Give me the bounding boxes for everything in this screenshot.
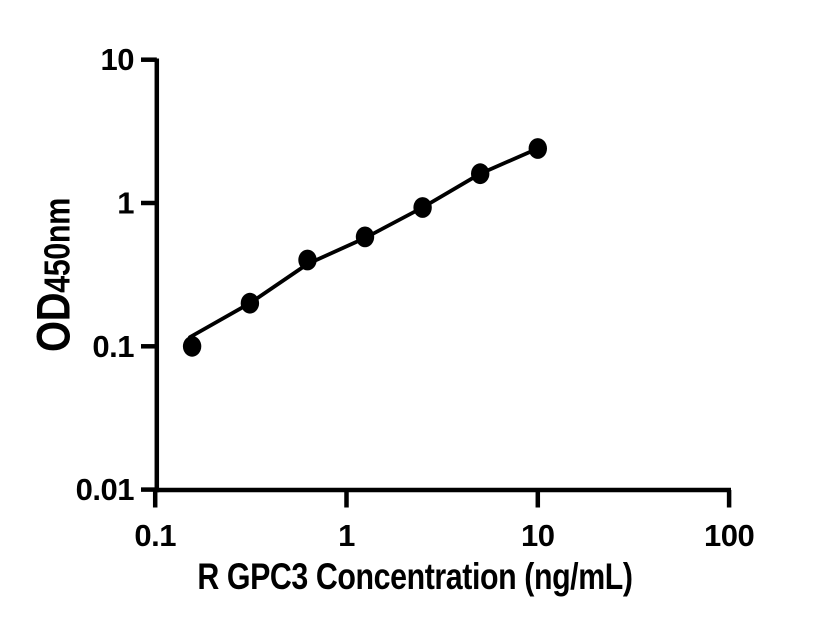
y-tick-label: 10 [101, 42, 134, 77]
x-tick-label: 1 [338, 518, 355, 553]
data-point [528, 138, 547, 159]
y-tick-label: 1 [117, 186, 134, 221]
x-tick-label: 0.1 [134, 518, 176, 553]
y-tick-label: 0.01 [76, 472, 135, 507]
data-point [298, 249, 317, 271]
data-point [413, 197, 432, 218]
data-point [355, 226, 375, 248]
data-point [471, 163, 490, 185]
y-tick-label: 0.1 [92, 329, 134, 364]
y-axis-title-main: OD [26, 292, 80, 352]
y-axis-title: OD450nm [26, 198, 80, 352]
x-axis-title: R GPC3 Concentration (ng/mL) [197, 556, 633, 597]
y-axis-title-subscript: 450nm [36, 198, 78, 293]
x-tick-label: 100 [704, 518, 754, 553]
data-point [182, 335, 202, 357]
x-tick-label: 10 [521, 518, 554, 553]
data-point [240, 292, 260, 314]
